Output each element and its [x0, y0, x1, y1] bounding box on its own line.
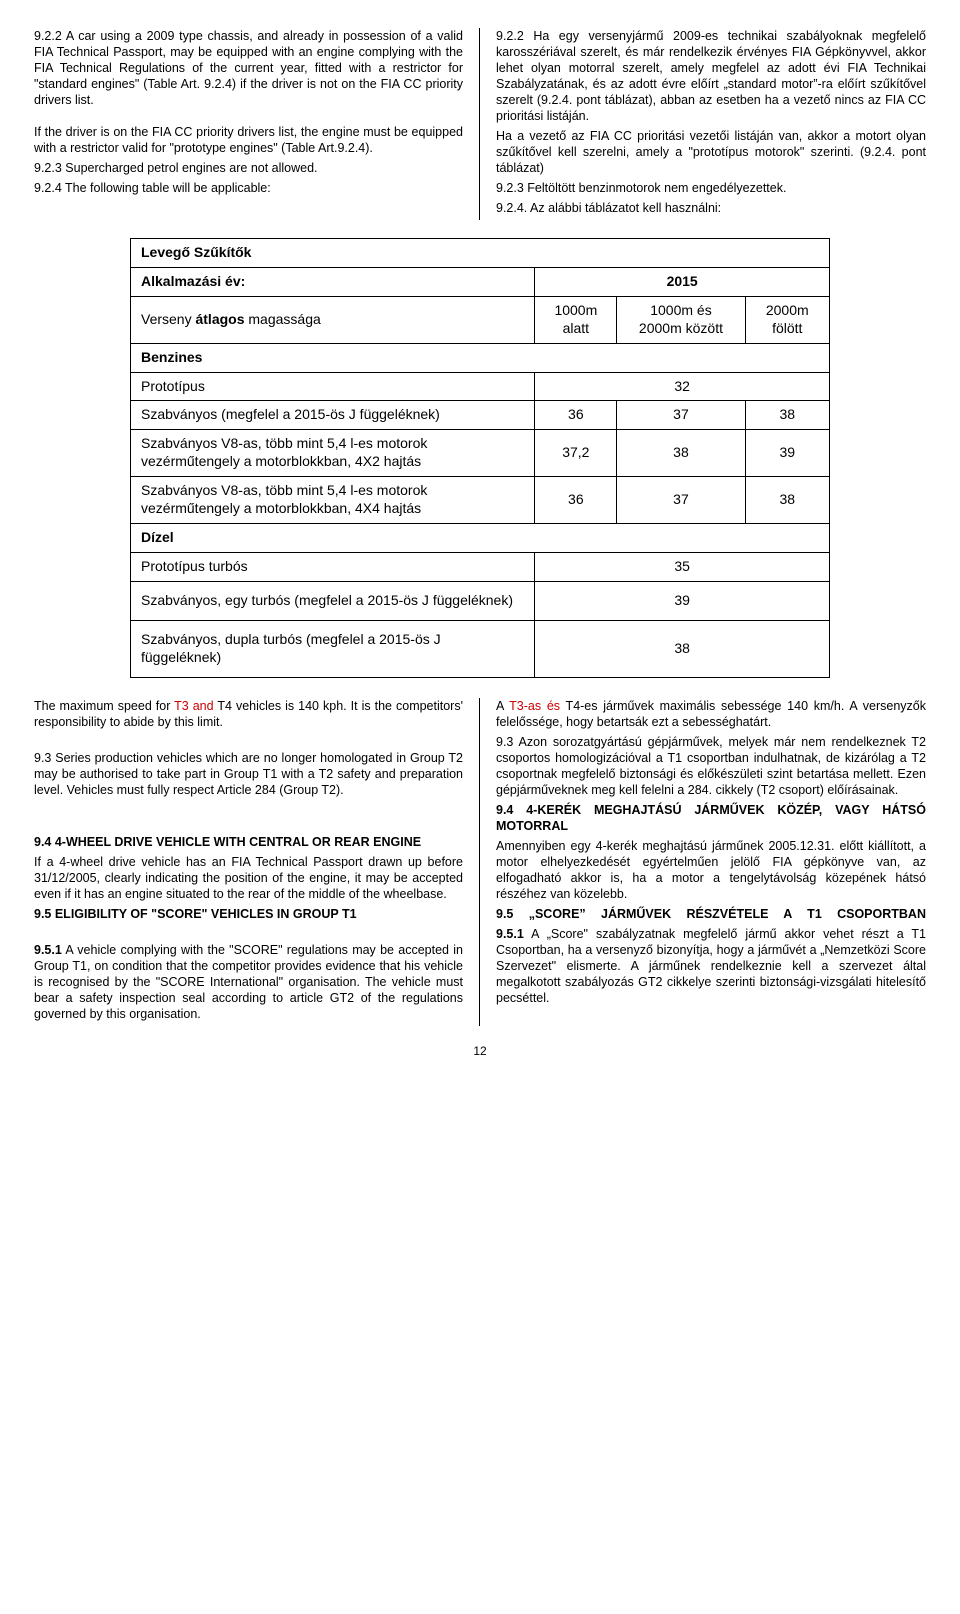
txt: The maximum speed for — [34, 699, 174, 713]
cell: 38 — [745, 477, 829, 524]
row-label: Szabványos, egy turbós (megfelel a 2015-… — [131, 581, 535, 620]
year-label: Alkalmazási év: — [131, 267, 535, 296]
cell: 38 — [617, 430, 745, 477]
cell: 36 — [535, 401, 617, 430]
txt: T4-es járművek maximális sebessége 140 k… — [496, 699, 926, 729]
heading-95-en: 9.5 ELIGIBILITY OF "SCORE" VEHICLES IN G… — [34, 906, 463, 922]
row-value: 39 — [535, 581, 830, 620]
table-row: Szabványos (megfelel a 2015-ös J függelé… — [131, 401, 830, 430]
table-row: Alkalmazási év: 2015 — [131, 267, 830, 296]
row-value: 35 — [535, 552, 830, 581]
top-right-col: 9.2.2 Ha egy versenyjármű 2009-es techni… — [480, 28, 926, 220]
row-label: Szabványos, dupla turbós (megfelel a 201… — [131, 620, 535, 677]
table-row: Szabványos V8-as, több mint 5,4 l-es mot… — [131, 430, 830, 477]
table-row: Dízel — [131, 523, 830, 552]
table-row: Benzines — [131, 343, 830, 372]
txt: A vehicle complying with the "SCORE" reg… — [34, 943, 463, 1021]
top-columns: 9.2.2 A car using a 2009 type chassis, a… — [34, 28, 926, 220]
row-label: Prototípus turbós — [131, 552, 535, 581]
cell: 37 — [617, 477, 745, 524]
table-row: Szabványos V8-as, több mint 5,4 l-es mot… — [131, 477, 830, 524]
row-label: Prototípus — [131, 372, 535, 401]
para-93-en: 9.3 Series production vehicles which are… — [34, 750, 463, 798]
table-row: Verseny átlagos magassága 1000m alatt 10… — [131, 296, 830, 343]
cell: 37 — [617, 401, 745, 430]
height-label: Verseny átlagos magassága — [131, 296, 535, 343]
year-value: 2015 — [535, 267, 830, 296]
table-row: Szabványos, egy turbós (megfelel a 2015-… — [131, 581, 830, 620]
para-923-en: 9.2.3 Supercharged petrol engines are no… — [34, 160, 463, 176]
top-left-col: 9.2.2 A car using a 2009 type chassis, a… — [34, 28, 480, 220]
para-922b-en: If the driver is on the FIA CC priority … — [34, 124, 463, 156]
table-row: Szabványos, dupla turbós (megfelel a 201… — [131, 620, 830, 677]
txt-bold: 9.5.1 — [34, 943, 62, 957]
bottom-left-col: The maximum speed for T3 and T4 vehicles… — [34, 698, 480, 1026]
txt: A „Score" szabályzatnak megfelelő jármű … — [496, 927, 926, 1005]
para-speed-en: The maximum speed for T3 and T4 vehicles… — [34, 698, 463, 730]
heading-95-hu: 9.5 „SCORE” JÁRMŰVEK RÉSZVÉTELE A T1 CSO… — [496, 906, 926, 922]
txt: A — [496, 699, 509, 713]
para-924-hu: 9.2.4. Az alábbi táblázatot kell használ… — [496, 200, 926, 216]
para-924-en: 9.2.4 The following table will be applic… — [34, 180, 463, 196]
table-row: Prototípus 32 — [131, 372, 830, 401]
row-value: 32 — [535, 372, 830, 401]
table-row: Prototípus turbós 35 — [131, 552, 830, 581]
para-94-en: If a 4-wheel drive vehicle has an FIA Te… — [34, 854, 463, 902]
cell: 37,2 — [535, 430, 617, 477]
dizel-header: Dízel — [131, 523, 830, 552]
cell: 38 — [745, 401, 829, 430]
txt-bold: 9.5.1 — [496, 927, 524, 941]
row-label: Szabványos (megfelel a 2015-ös J függelé… — [131, 401, 535, 430]
para-922b-hu: Ha a vezető az FIA CC prioritási vezetői… — [496, 128, 926, 176]
para-922-en: 9.2.2 A car using a 2009 type chassis, a… — [34, 28, 463, 108]
table-title: Levegő Szűkítők — [131, 239, 830, 268]
heading-94-en: 9.4 4-WHEEL DRIVE VEHICLE WITH CENTRAL O… — [34, 834, 463, 850]
txt-red: T3 and — [174, 699, 213, 713]
para-951-hu: 9.5.1 A „Score" szabályzatnak megfelelő … — [496, 926, 926, 1006]
row-label: Szabványos V8-as, több mint 5,4 l-es mot… — [131, 430, 535, 477]
benzines-header: Benzines — [131, 343, 830, 372]
page-number: 12 — [34, 1044, 926, 1059]
para-922-hu: 9.2.2 Ha egy versenyjármű 2009-es techni… — [496, 28, 926, 124]
bottom-columns: The maximum speed for T3 and T4 vehicles… — [34, 698, 926, 1026]
txt-red: T3-as és — [509, 699, 560, 713]
cell: 39 — [745, 430, 829, 477]
txt: Verseny — [141, 311, 195, 327]
table-row: Levegő Szűkítők — [131, 239, 830, 268]
cell: 36 — [535, 477, 617, 524]
txt: átlagos — [195, 311, 244, 327]
para-94-hu: Amennyiben egy 4-kerék meghajtású járműn… — [496, 838, 926, 902]
heading-94-hu: 9.4 4-KERÉK MEGHAJTÁSÚ JÁRMŰVEK KÖZÉP, V… — [496, 802, 926, 834]
para-93-hu: 9.3 Azon sorozatgyártású gépjárművek, me… — [496, 734, 926, 798]
row-value: 38 — [535, 620, 830, 677]
para-speed-hu: A T3-as és T4-es járművek maximális sebe… — [496, 698, 926, 730]
restrictor-table: Levegő Szűkítők Alkalmazási év: 2015 Ver… — [130, 238, 830, 678]
para-951-en: 9.5.1 A vehicle complying with the "SCOR… — [34, 942, 463, 1022]
restrictor-table-wrap: Levegő Szűkítők Alkalmazási év: 2015 Ver… — [130, 238, 830, 678]
col-header-2: 1000m és 2000m között — [617, 296, 745, 343]
txt: magassága — [245, 311, 321, 327]
row-label: Szabványos V8-as, több mint 5,4 l-es mot… — [131, 477, 535, 524]
para-923-hu: 9.2.3 Feltöltött benzinmotorok nem enged… — [496, 180, 926, 196]
col-header-3: 2000m fölött — [745, 296, 829, 343]
bottom-right-col: A T3-as és T4-es járművek maximális sebe… — [480, 698, 926, 1026]
col-header-1: 1000m alatt — [535, 296, 617, 343]
